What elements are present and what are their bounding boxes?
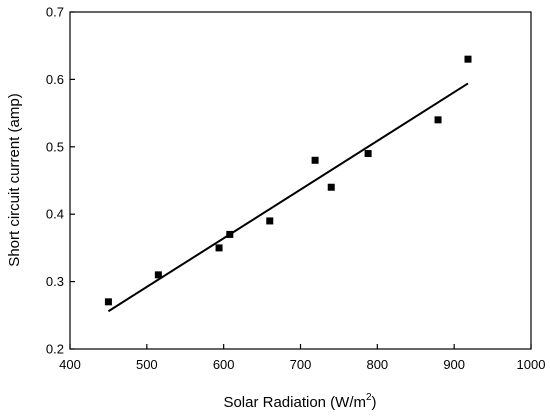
data-point [434,116,442,124]
y-axis-ticks: 0.2 0.3 0.4 0.5 0.6 0.7 [46,5,75,357]
x-tick-label: 600 [213,357,235,372]
y-tick-label: 0.3 [46,274,64,289]
data-point [327,183,335,191]
y-tick-label: 0.2 [46,342,64,357]
y-axis-label: Short circuit current (amp) [6,93,23,266]
data-point [266,217,274,225]
x-tick-label: 700 [290,357,312,372]
data-points-layer [104,55,472,306]
x-axis-label: Solar Radiation (W/m2) [223,392,376,411]
data-point [154,271,162,279]
data-point [311,156,319,164]
x-tick-label: 800 [366,357,388,372]
data-point [364,150,372,158]
data-point [464,55,472,63]
y-tick-label: 0.6 [46,72,64,87]
y-tick-label: 0.5 [46,139,64,154]
x-tick-label: 900 [443,357,465,372]
plot-area-frame [69,11,532,350]
y-tick-label: 0.4 [46,207,64,222]
data-point [215,244,223,252]
linear-fit-line [107,82,469,313]
x-tick-label: 400 [59,357,81,372]
x-tick-label: 1000 [517,357,546,372]
x-axis-label-superscript: 2 [366,392,372,403]
fit-line-layer [107,82,469,313]
data-point [104,298,112,306]
x-axis-label-text: Solar Radiation (W/m [223,394,366,411]
x-axis-ticks: 400 500 600 700 800 900 1000 [59,344,545,372]
x-axis-label-suffix: ) [372,394,377,411]
data-point [226,230,234,238]
x-tick-label: 500 [136,357,158,372]
y-tick-label: 0.7 [46,5,64,20]
